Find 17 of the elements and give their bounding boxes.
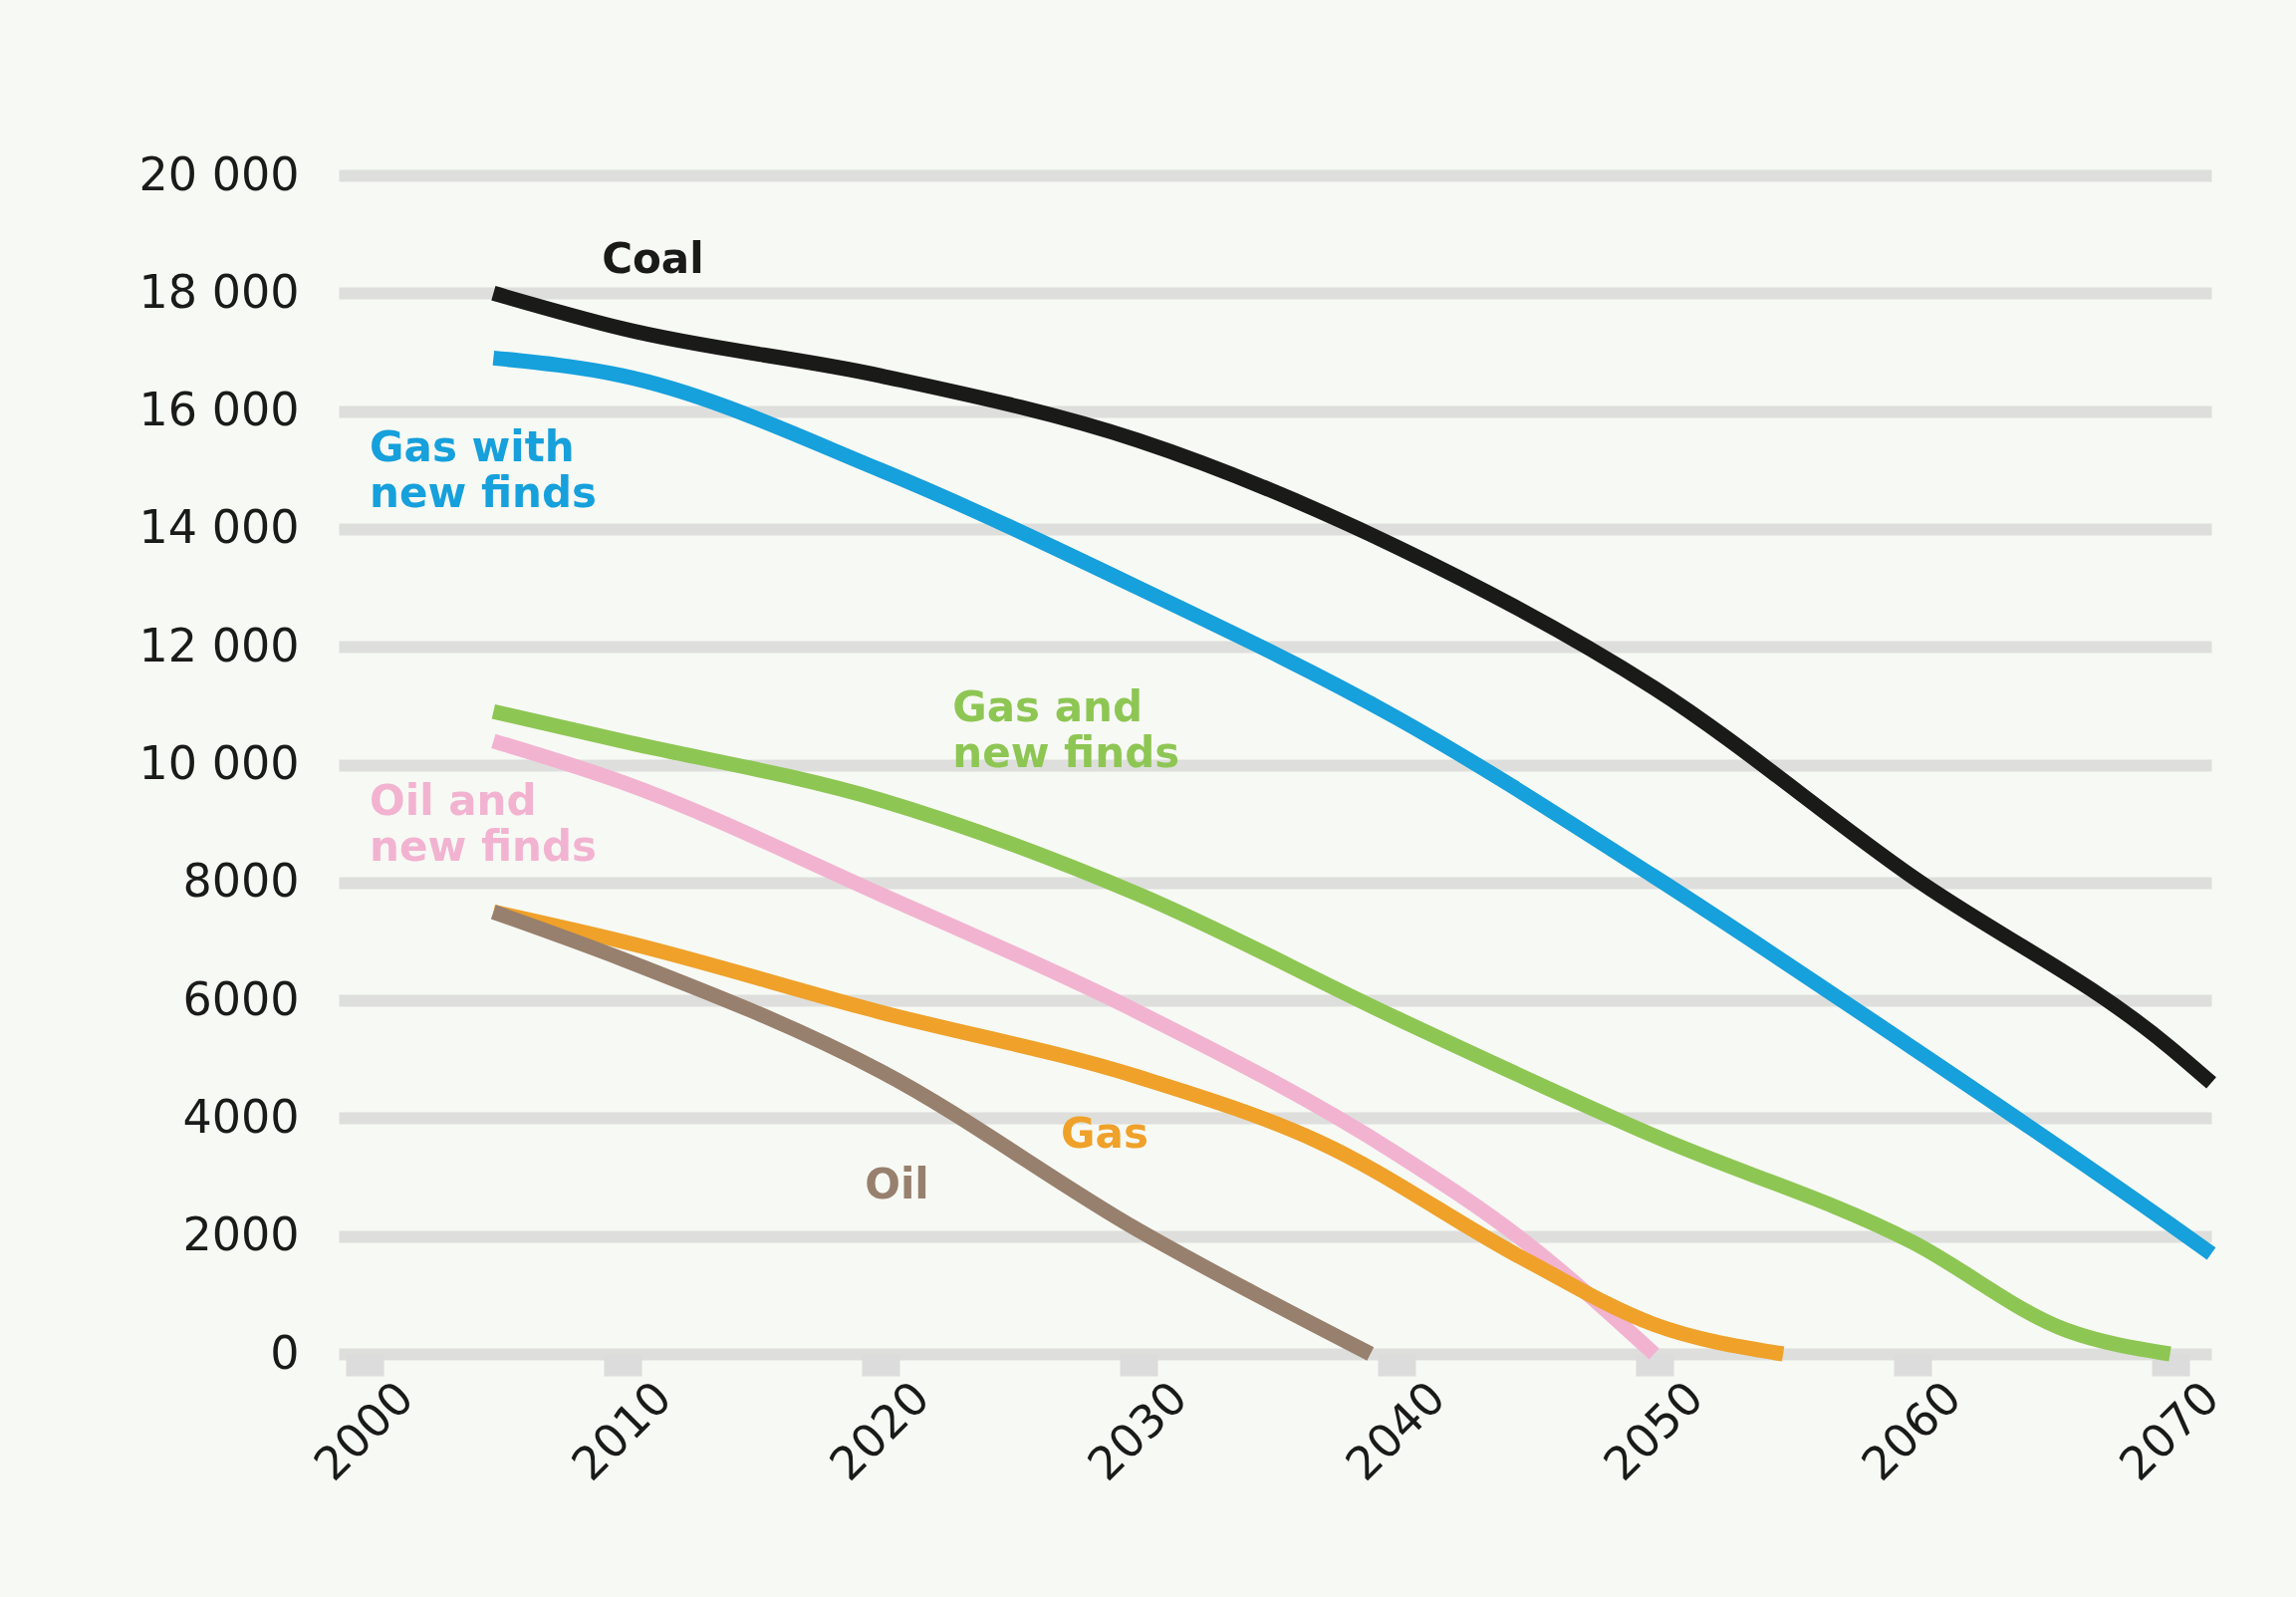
series-label: Gas and new finds	[952, 681, 1180, 777]
y-tick-label: 14 000	[138, 500, 300, 555]
y-tick-label: 0	[270, 1325, 300, 1380]
y-tick-label: 20 000	[138, 146, 300, 201]
y-tick-label: 10 000	[138, 736, 300, 790]
series-label: Gas	[1061, 1109, 1148, 1159]
y-tick-label: 4000	[182, 1089, 300, 1144]
y-tick-label: 6000	[182, 971, 300, 1026]
y-tick-label: 2000	[182, 1207, 300, 1262]
series-label: Oil and new finds	[370, 776, 597, 872]
y-tick-label: 12 000	[138, 618, 300, 672]
series-label: Coal	[602, 234, 704, 284]
series-label: Oil	[865, 1159, 929, 1208]
y-tick-label: 18 000	[138, 264, 300, 319]
y-tick-label: 8000	[182, 854, 300, 909]
y-tick-label: 16 000	[138, 383, 300, 437]
series-label: Gas with new finds	[370, 422, 597, 518]
